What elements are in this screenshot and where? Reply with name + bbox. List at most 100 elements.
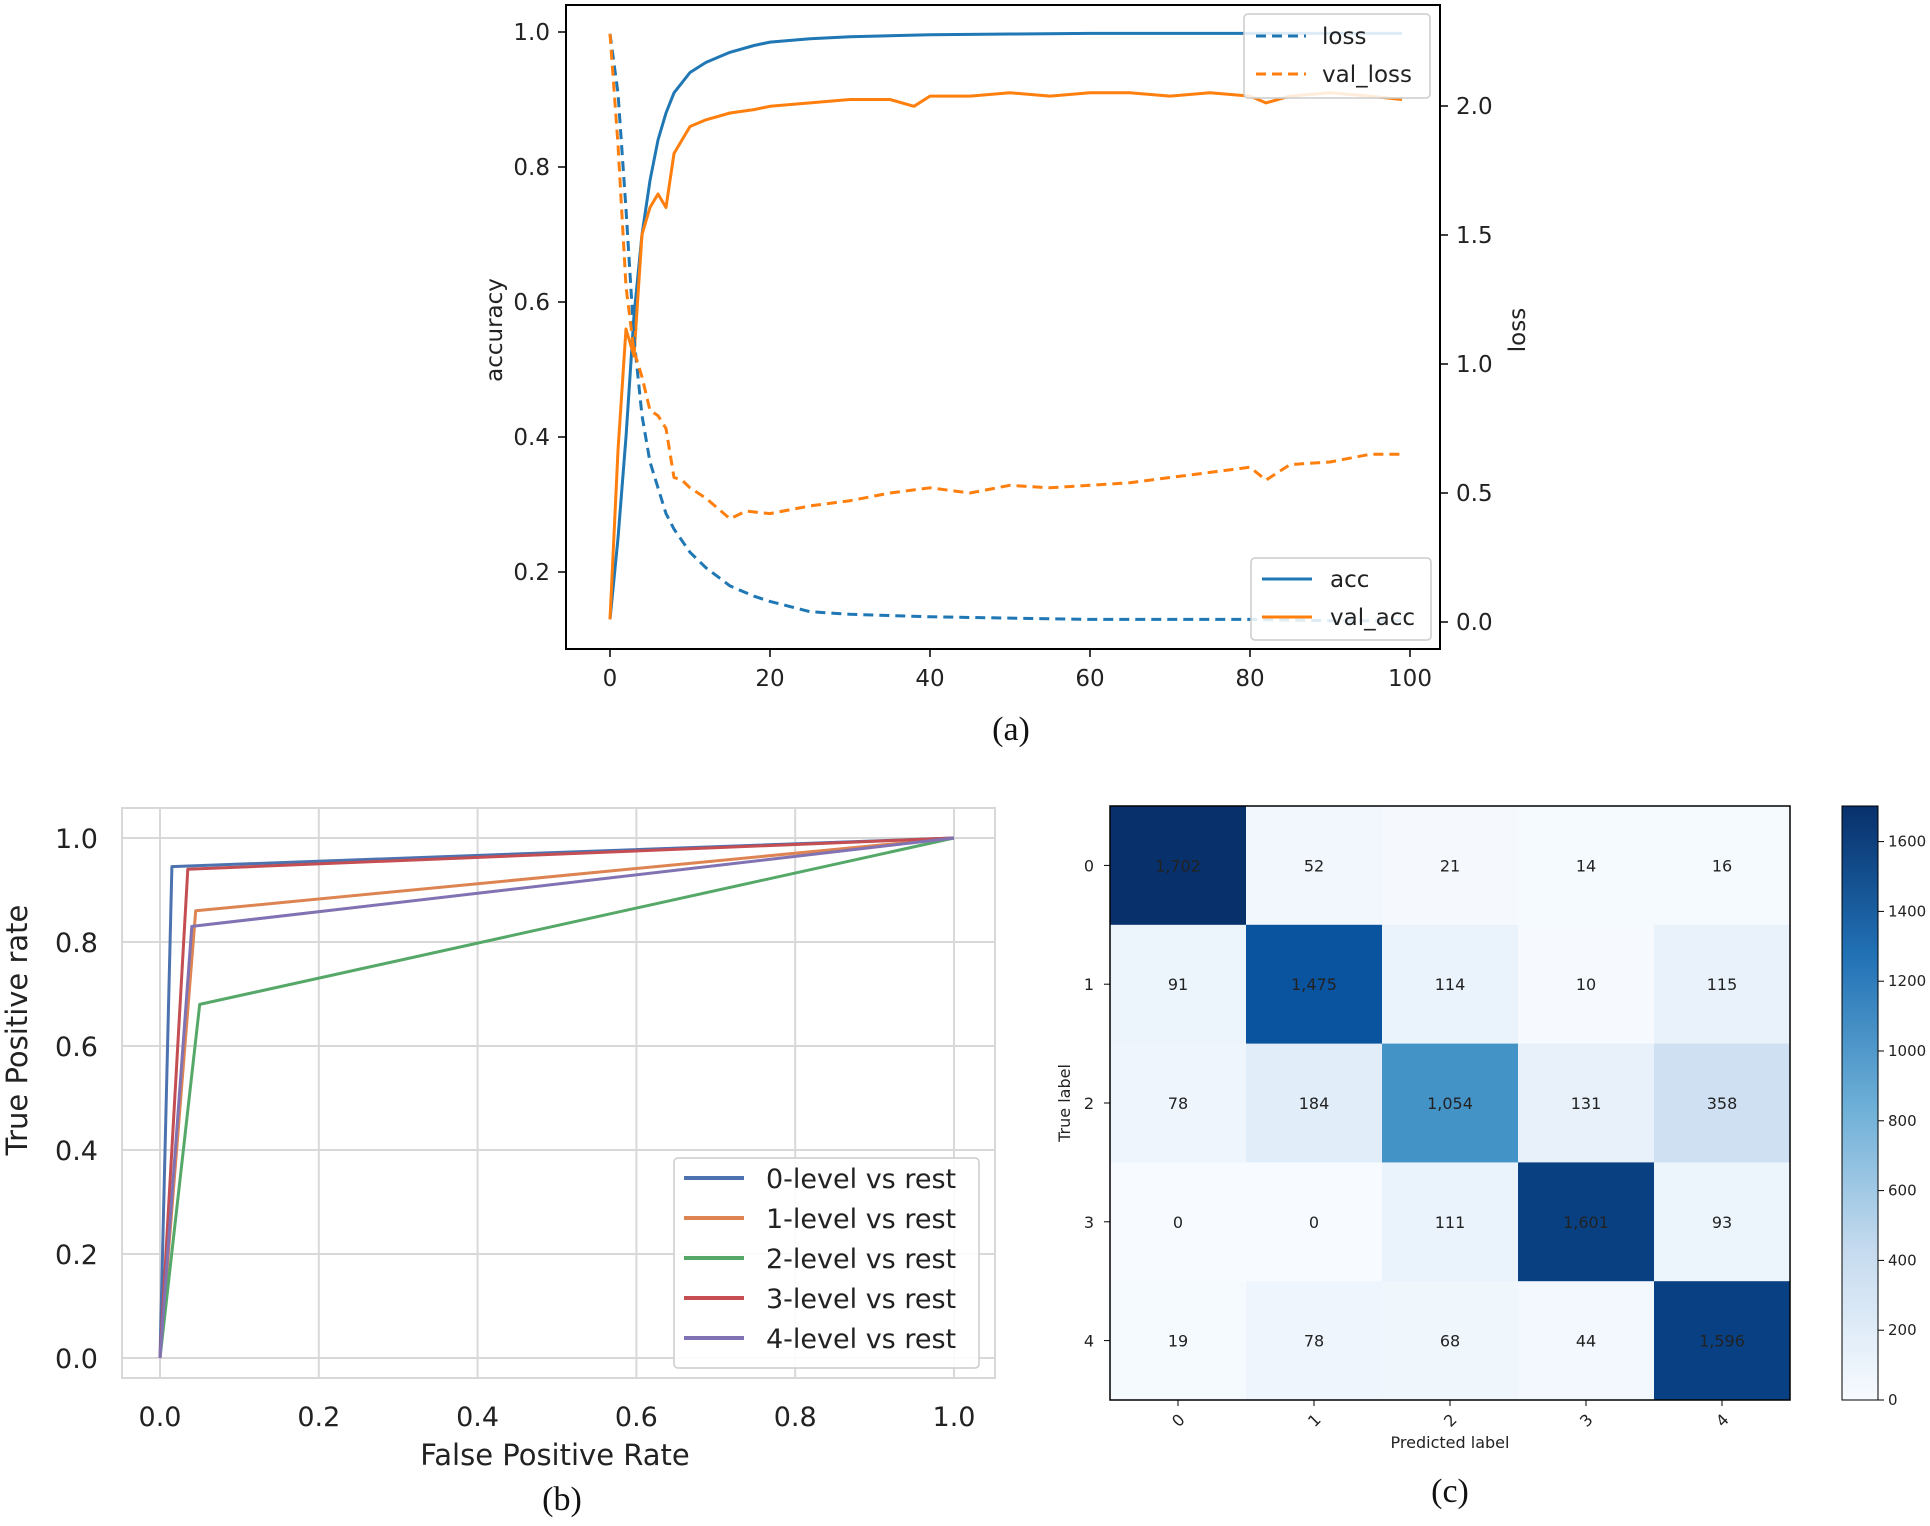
colorbar-tick-label: 1400 [1888,902,1926,920]
matrix-cell [1518,1043,1655,1163]
x-tick-label: 20 [755,666,784,692]
matrix-cell-value: 1,054 [1427,1094,1473,1113]
matrix-cell [1382,924,1519,1045]
matrix-cell [1654,1281,1791,1401]
roc-line-3-level [158,836,955,1359]
roc-legend-box [673,1157,980,1369]
legend-acc: acc val_acc [1250,557,1432,641]
y-tick-label: 0.0 [55,1344,98,1375]
matrix-cell [1246,1281,1383,1401]
x-tick-label: 0 [603,666,618,692]
x-tick-label: 100 [1388,666,1432,692]
x-tick-label: 0.4 [456,1402,499,1433]
x-tick-label: 0.2 [297,1402,340,1433]
series-val-loss-line [608,33,1402,521]
matrix-cell-value: 0 [1309,1213,1319,1232]
x-tick-label: 0.0 [139,1402,182,1433]
panel-a-plot-frame [565,4,1441,650]
matrix-cell-value: 21 [1440,856,1460,875]
x-tick-label: 0.6 [615,1402,658,1433]
matrix-cell-value: 111 [1435,1213,1466,1232]
roc-legend-label: 1-level vs rest [766,1204,956,1235]
series-val-acc-line [608,91,1403,620]
y2-tick-label: 0.5 [1456,481,1493,507]
matrix-cell-value: 52 [1304,856,1324,875]
matrix-cell-value: 16 [1712,856,1732,875]
y-tick-label: 0.2 [513,560,550,586]
matrix-cell-value: 1,601 [1563,1213,1609,1232]
y2-tick-label: 1.0 [1456,352,1493,378]
caption-b: (b) [542,1481,582,1518]
y-tick-label: 0.8 [55,928,98,959]
matrix-cell-value: 19 [1168,1332,1188,1351]
y2-tick-label: 0.0 [1456,610,1493,636]
x-tick-label: 1.0 [933,1402,976,1433]
panel-a-ylabel: accuracy [482,278,508,382]
caption-c: (c) [1431,1473,1469,1510]
matrix-cell [1382,1162,1519,1282]
matrix-cell-value: 93 [1712,1213,1732,1232]
colorbar-tick-label: 1000 [1888,1042,1926,1060]
matrix-cell [1654,1162,1791,1282]
y-tick-label: 0.4 [55,1136,98,1167]
y-tick-label: 2 [1084,1094,1094,1113]
panel-a-y2label: loss [1505,308,1531,352]
legend-loss: loss val_loss [1243,13,1431,99]
matrix-cell [1110,806,1247,926]
series-loss-line [608,33,1402,623]
legend-val-acc-label: val_acc [1330,605,1415,631]
matrix-cell [1246,806,1383,926]
x-tick-label: 4 [1712,1410,1733,1431]
x-tick-label: 2 [1440,1410,1461,1431]
roc-legend-label: 3-level vs rest [766,1284,956,1315]
y-tick-label: 1.0 [55,824,98,855]
colorbar-tick-label: 0 [1888,1391,1898,1409]
y-tick-label: 1.0 [513,20,550,46]
matrix-cell-value: 115 [1707,975,1738,994]
matrix-cell [1518,1162,1655,1282]
y2-tick-label: 2.0 [1456,94,1493,120]
y-tick-label: 3 [1084,1213,1094,1232]
legend-val-loss-label: val_loss [1322,62,1412,88]
panel-b-roc-curves: 0.0 0.2 0.4 0.6 0.8 1.0 0.0 0.2 0.4 0.6 0.8 1.0 Fa… [0,807,996,1518]
matrix-cell-value: 1,596 [1699,1332,1745,1351]
panel-a-training-curves: 0 20 40 60 80 100 0.2 0.4 0.6 0.8 1.0 0.0 0.5 1.0 1.… [482,4,1531,748]
matrix-cell-value: 1,475 [1291,975,1337,994]
matrix-cell-value: 78 [1304,1332,1324,1351]
panel-b-xlabel: False Positive Rate [420,1438,690,1472]
x-tick-label: 0 [1168,1410,1189,1431]
y2-tick-label: 1.5 [1456,223,1493,249]
matrix-cell [1654,806,1791,926]
colorbar-tick-label: 600 [1888,1182,1917,1200]
y-tick-label: 1 [1084,975,1094,994]
x-tick-label: 0.8 [774,1402,817,1433]
matrix-cell [1110,1043,1247,1163]
x-tick-label: 1 [1304,1410,1325,1431]
matrix-cell-value: 78 [1168,1094,1188,1113]
matrix-cell [1654,924,1791,1045]
roc-legend-label: 2-level vs rest [766,1244,956,1275]
roc-legend-label: 4-level vs rest [766,1324,956,1355]
y-tick-label: 0.6 [513,290,550,316]
matrix-cell [1246,1043,1383,1163]
panel-b-ylabel: True Positive rate [0,905,34,1157]
matrix-cell [1246,924,1383,1045]
legend-loss-label: loss [1322,24,1366,50]
matrix-cell-value: 1,702 [1155,856,1201,875]
y-tick-label: 4 [1084,1332,1094,1351]
x-tick-label: 60 [1075,666,1104,692]
x-tick-label: 40 [915,666,944,692]
colorbar-tick-label: 1200 [1888,972,1926,990]
matrix-cell [1382,806,1519,926]
panel-c-ylabel: True label [1055,1064,1074,1143]
panel-c-xlabel: Predicted label [1391,1433,1510,1452]
roc-legend-label: 0-level vs rest [766,1164,956,1195]
matrix-cell [1110,1162,1247,1282]
matrix-cell [1246,1162,1383,1282]
roc-legend: 0-level vs rest 1-level vs rest 2-level vs… [673,1157,980,1369]
matrix-cell [1382,1043,1519,1163]
y-tick-label: 0.6 [55,1032,98,1063]
x-tick-label: 80 [1235,666,1264,692]
y-tick-label: 0 [1084,856,1094,875]
